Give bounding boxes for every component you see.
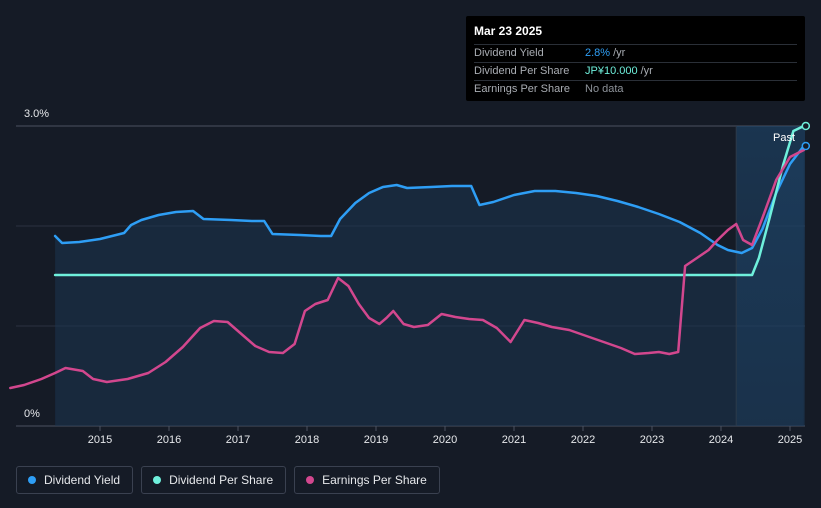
legend-label: Dividend Per Share	[169, 473, 274, 487]
earnings-per-share-line	[9, 148, 806, 390]
legend-dot-icon	[28, 476, 36, 484]
tooltip-value: No data	[585, 83, 624, 95]
y-tick-label-top: 3.0%	[24, 108, 50, 120]
dividend-per-share-end-marker	[801, 121, 811, 131]
dividend-yield-end-marker	[801, 141, 811, 151]
tooltip-label: Dividend Per Share	[474, 65, 570, 77]
tooltip-row-dividend-yield: Dividend Yield 2.8% /yr	[474, 44, 797, 62]
tooltip-label: Earnings Per Share	[474, 83, 570, 95]
legend-item-earnings-per-share[interactable]: Earnings Per Share	[294, 466, 440, 494]
legend-label: Dividend Yield	[44, 473, 121, 487]
tooltip-row-earnings-per-share: Earnings Per Share No data	[474, 80, 797, 98]
tooltip-row-dividend-per-share: Dividend Per Share JP¥10.000 /yr	[474, 62, 797, 80]
tooltip-value: 2.8%	[585, 47, 611, 59]
x-tick-label: 2020	[433, 434, 457, 446]
chart-tooltip: Mar 23 2025 Dividend Yield 2.8% /yr Divi…	[466, 16, 805, 101]
legend-dot-icon	[306, 476, 315, 484]
legend-item-dividend-yield[interactable]: Dividend Yield	[16, 466, 134, 494]
x-tick-label: 2024	[709, 434, 733, 446]
tooltip-value: JP¥10.000	[585, 65, 638, 77]
x-tick-label: 2017	[226, 434, 250, 446]
past-label: Past	[773, 132, 796, 144]
tooltip-date: Mar 23 2025	[474, 24, 543, 38]
x-tick-label: 2025	[778, 434, 802, 446]
x-tick-label: 2016	[157, 434, 181, 446]
dividend-per-share-line	[53, 124, 806, 277]
tooltip-unit: /yr	[613, 47, 626, 59]
chart-legend: Dividend Yield Dividend Per Share Earnin…	[16, 466, 440, 494]
x-tick-label: 2015	[88, 434, 112, 446]
tooltip-unit: /yr	[640, 65, 653, 77]
dividend-yield-area	[55, 146, 804, 426]
legend-item-dividend-per-share[interactable]: Dividend Per Share	[141, 466, 287, 494]
y-tick-label-bottom: 0%	[24, 408, 40, 420]
x-tick-label: 2018	[295, 434, 319, 446]
tooltip-label: Dividend Yield	[474, 47, 544, 59]
x-tick-label: 2023	[640, 434, 664, 446]
x-tick-label: 2019	[364, 434, 388, 446]
legend-dot-icon	[153, 476, 162, 484]
x-tick-label: 2022	[571, 434, 595, 446]
legend-label: Earnings Per Share	[322, 473, 427, 487]
dividend-yield-line	[53, 144, 806, 255]
x-tick-label: 2021	[502, 434, 526, 446]
